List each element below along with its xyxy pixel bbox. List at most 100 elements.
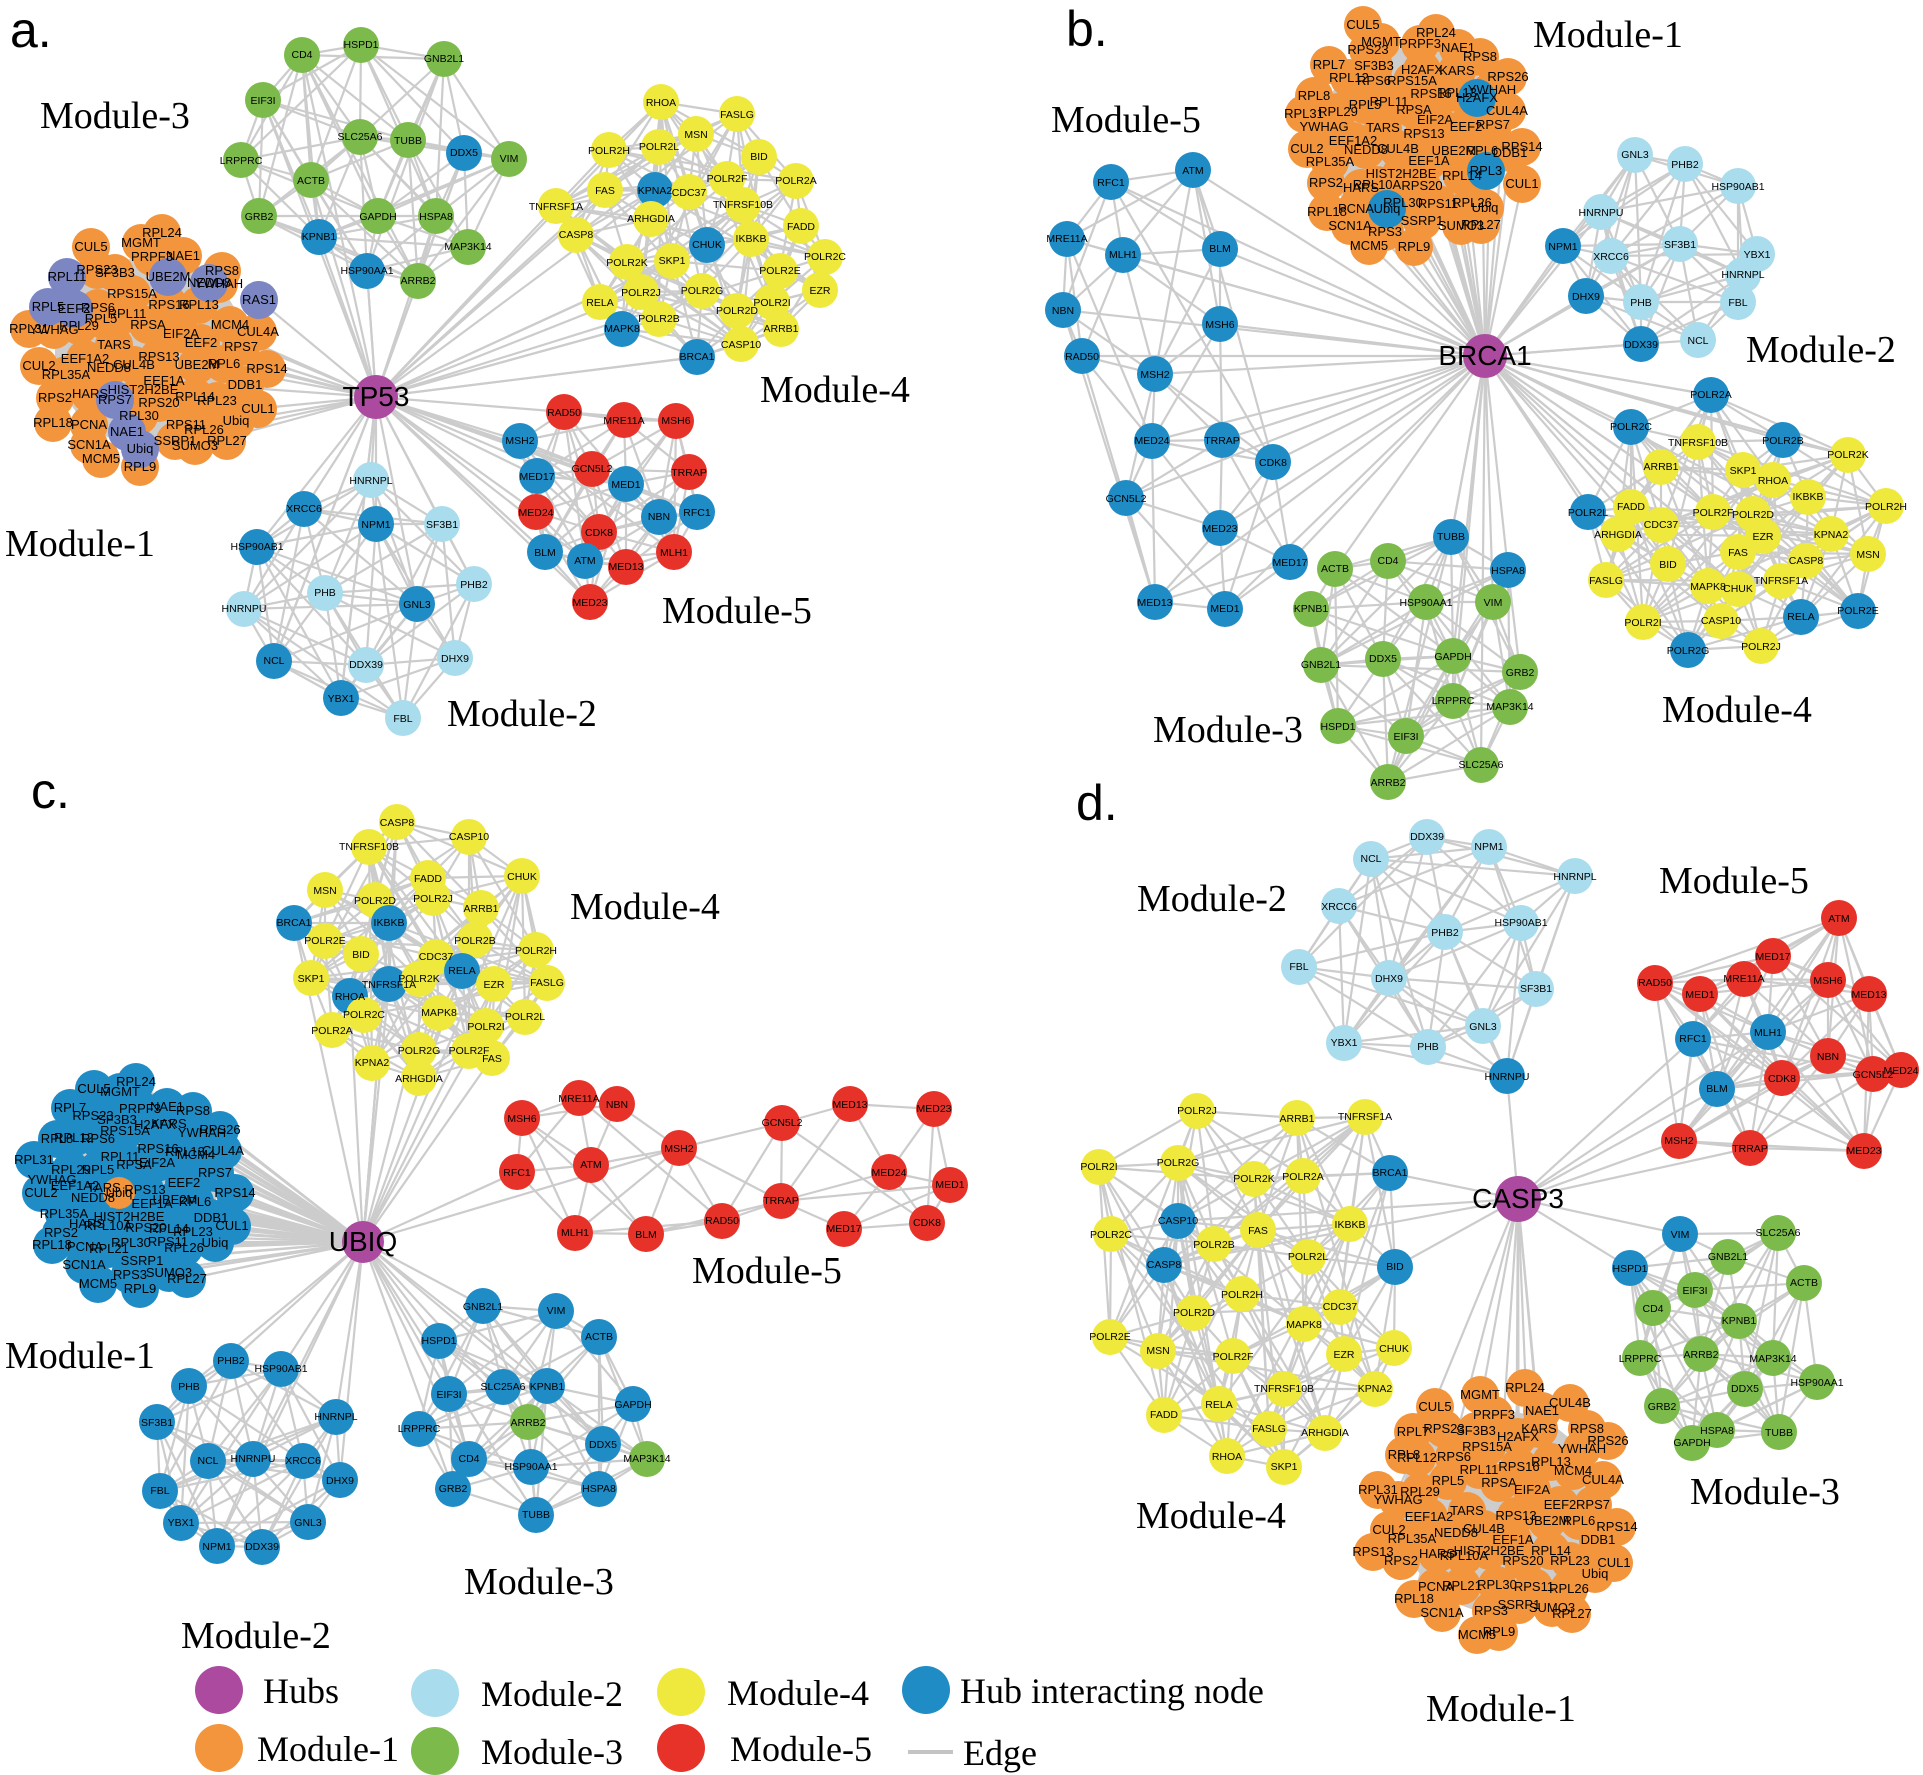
- svg-text:EIF2A: EIF2A: [1514, 1482, 1550, 1497]
- svg-text:SSRP1: SSRP1: [1498, 1597, 1541, 1612]
- svg-text:RPL12: RPL12: [54, 1130, 94, 1145]
- svg-text:PCNA: PCNA: [1418, 1579, 1454, 1594]
- svg-text:RPS16: RPS16: [148, 297, 189, 312]
- svg-text:FASLG: FASLG: [530, 977, 564, 989]
- svg-text:RHOA: RHOA: [1212, 1451, 1242, 1463]
- svg-text:KARS: KARS: [1439, 63, 1475, 78]
- svg-text:EZR: EZR: [1753, 531, 1774, 543]
- svg-text:HNRNPL: HNRNPL: [349, 475, 392, 487]
- svg-text:HSPD1: HSPD1: [1320, 721, 1355, 733]
- svg-text:RPL10A: RPL10A: [84, 1218, 133, 1233]
- svg-text:KPNA2: KPNA2: [1358, 1383, 1393, 1395]
- svg-text:RPL5: RPL5: [85, 311, 118, 326]
- svg-text:Ubiq: Ubiq: [106, 1185, 133, 1200]
- svg-text:RPL29: RPL29: [1318, 104, 1358, 119]
- svg-text:NPM1: NPM1: [361, 519, 390, 531]
- svg-text:MSN: MSN: [684, 129, 707, 141]
- svg-text:EIF3I: EIF3I: [436, 1389, 461, 1401]
- svg-text:RPS15A: RPS15A: [1462, 1439, 1512, 1454]
- svg-text:RPS3: RPS3: [113, 1267, 147, 1282]
- svg-text:DDX39: DDX39: [349, 659, 383, 671]
- svg-text:RPS3: RPS3: [1474, 1603, 1508, 1618]
- svg-text:RPL31: RPL31: [14, 1152, 54, 1167]
- svg-text:RPS7: RPS7: [198, 1165, 232, 1180]
- svg-text:MED23: MED23: [916, 1103, 951, 1115]
- svg-text:RELA: RELA: [448, 965, 475, 977]
- svg-text:FAS: FAS: [595, 185, 615, 197]
- svg-text:DDX39: DDX39: [1624, 339, 1658, 351]
- svg-text:MSN: MSN: [313, 885, 336, 897]
- svg-text:MCM4: MCM4: [211, 317, 249, 332]
- svg-text:H2AFX: H2AFX: [134, 1117, 176, 1132]
- svg-text:BID: BID: [352, 949, 370, 961]
- svg-text:HSP90AB1: HSP90AB1: [230, 541, 283, 553]
- svg-text:MRE11A: MRE11A: [558, 1093, 599, 1105]
- svg-text:KPNA2: KPNA2: [638, 185, 673, 197]
- svg-text:RAD50: RAD50: [705, 1215, 739, 1227]
- svg-text:CASP8: CASP8: [559, 229, 594, 241]
- svg-text:RPS16: RPS16: [1410, 86, 1451, 101]
- svg-text:EEF1A2: EEF1A2: [61, 351, 109, 366]
- svg-text:UBE2M: UBE2M: [1525, 1513, 1570, 1528]
- svg-text:Module-3: Module-3: [1153, 709, 1303, 751]
- svg-text:GRB2: GRB2: [439, 1483, 468, 1495]
- svg-text:ACTB: ACTB: [297, 175, 325, 187]
- svg-text:RFC1: RFC1: [1679, 1033, 1707, 1045]
- svg-text:MCM4: MCM4: [177, 1147, 215, 1162]
- svg-text:RPS13: RPS13: [1403, 126, 1444, 141]
- svg-text:POLR2L: POLR2L: [639, 141, 679, 153]
- svg-text:SCN1A: SCN1A: [1420, 1605, 1464, 1620]
- svg-text:NCL: NCL: [197, 1455, 218, 1467]
- svg-text:RPL7: RPL7: [1313, 57, 1346, 72]
- svg-text:RPS23: RPS23: [1347, 42, 1388, 57]
- svg-text:POLR2K: POLR2K: [1233, 1173, 1274, 1185]
- svg-text:MED23: MED23: [1202, 523, 1237, 535]
- svg-text:RPL11: RPL11: [1460, 1462, 1499, 1477]
- svg-text:RPS15A: RPS15A: [100, 1123, 150, 1138]
- svg-text:RPS15A: RPS15A: [1387, 73, 1437, 88]
- svg-text:POLR2J: POLR2J: [413, 893, 453, 905]
- svg-text:CDK8: CDK8: [1768, 1073, 1796, 1085]
- svg-text:RPL14: RPL14: [149, 1221, 189, 1236]
- svg-text:ARRB2: ARRB2: [1370, 777, 1405, 789]
- svg-text:HARS: HARS: [1419, 1546, 1455, 1561]
- svg-text:CUL4B: CUL4B: [1377, 141, 1419, 156]
- svg-text:RPS7: RPS7: [224, 339, 258, 354]
- svg-text:BID: BID: [750, 151, 768, 163]
- svg-text:MRE11A: MRE11A: [603, 415, 644, 427]
- svg-text:PCNA: PCNA: [71, 417, 107, 432]
- svg-text:NEDD8: NEDD8: [87, 360, 131, 375]
- svg-text:NPM1: NPM1: [1548, 241, 1577, 253]
- svg-text:PRPF3: PRPF3: [119, 1101, 161, 1116]
- svg-text:CASP10: CASP10: [449, 831, 489, 843]
- svg-text:MED1: MED1: [1685, 989, 1714, 1001]
- svg-text:SUMO3: SUMO3: [1529, 1600, 1575, 1615]
- svg-text:PHB2: PHB2: [1431, 927, 1459, 939]
- svg-text:POLR2J: POLR2J: [1741, 641, 1781, 653]
- svg-text:RAD50: RAD50: [547, 407, 581, 419]
- svg-text:MED17: MED17: [1272, 557, 1307, 569]
- svg-text:DHX9: DHX9: [1572, 291, 1600, 303]
- svg-text:VIM: VIM: [500, 153, 519, 165]
- svg-text:HSP90AA1: HSP90AA1: [504, 1461, 557, 1473]
- svg-text:DDB1: DDB1: [194, 1210, 229, 1225]
- svg-text:RPL23: RPL23: [173, 1224, 213, 1239]
- svg-text:RPL26: RPL26: [184, 422, 224, 437]
- svg-text:UBE2M: UBE2M: [146, 269, 191, 284]
- svg-text:RELA: RELA: [586, 297, 613, 309]
- svg-text:POLR2H: POLR2H: [588, 145, 630, 157]
- svg-text:SKP1: SKP1: [659, 255, 686, 267]
- svg-text:MAPK8: MAPK8: [604, 323, 640, 335]
- svg-text:EIF2A: EIF2A: [163, 326, 199, 341]
- svg-text:Module-3: Module-3: [464, 1561, 614, 1603]
- svg-text:POLR2I: POLR2I: [753, 297, 790, 309]
- svg-text:MCM5: MCM5: [79, 1276, 117, 1291]
- svg-text:Ubiq: Ubiq: [202, 1235, 229, 1250]
- svg-text:HNRNPU: HNRNPU: [222, 603, 267, 615]
- svg-text:LRPPRC: LRPPRC: [1432, 695, 1475, 707]
- svg-text:RFC1: RFC1: [503, 1167, 531, 1179]
- svg-text:POLR2A: POLR2A: [311, 1025, 352, 1037]
- svg-text:ATM: ATM: [1182, 165, 1203, 177]
- svg-text:YWHAH: YWHAH: [1468, 82, 1516, 97]
- svg-text:POLR2B: POLR2B: [1193, 1239, 1234, 1251]
